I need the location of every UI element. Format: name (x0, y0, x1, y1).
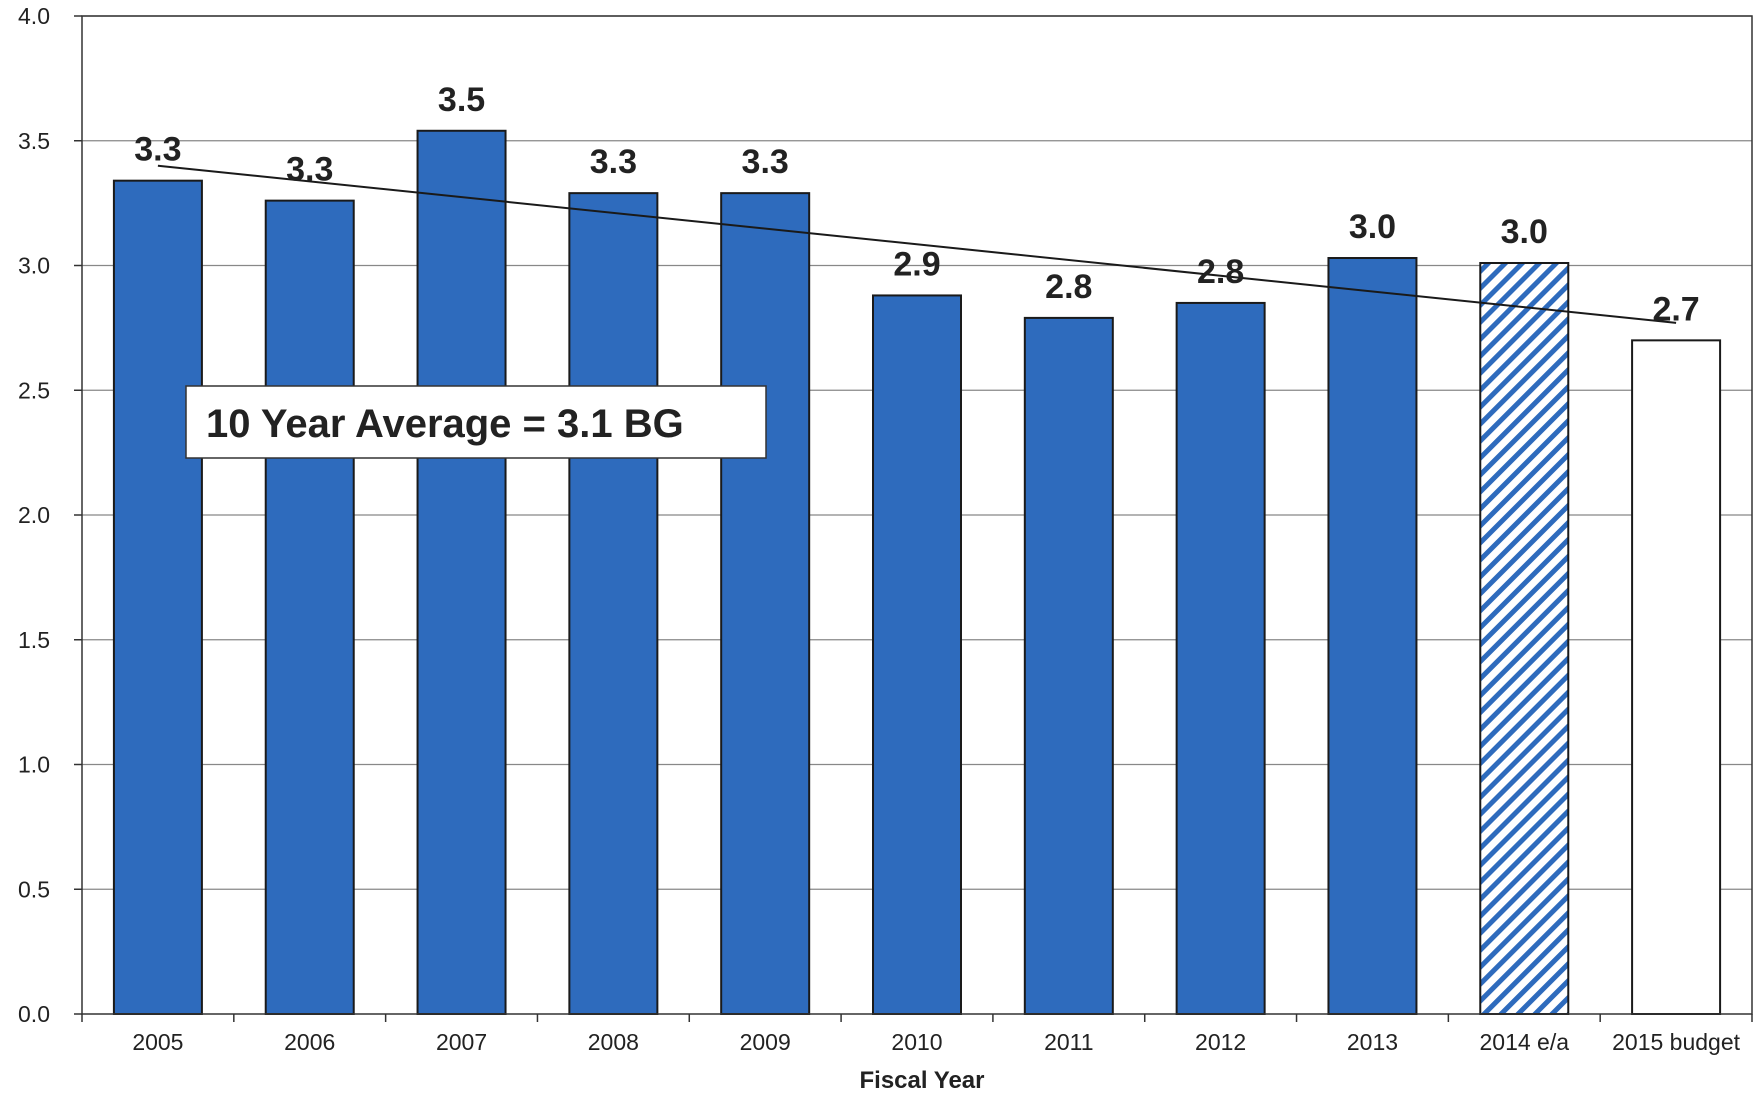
bar (1327, 257, 1418, 1015)
x-tick-label: 2009 (740, 1029, 791, 1055)
y-tick-label: 4.0 (18, 3, 50, 29)
data-label: 2.9 (893, 245, 940, 283)
x-tick-label: 2010 (891, 1029, 942, 1055)
y-tick-label: 2.5 (18, 377, 50, 403)
axes: 0.0 0.5 1.0 1.5 2.0 2.5 3.0 3.5 4.0 2005 2006 2007 2… (18, 3, 1753, 1055)
x-tick-label: 2012 (1195, 1029, 1246, 1055)
bar (1023, 316, 1114, 1015)
data-label: 3.3 (286, 151, 333, 189)
bar (568, 192, 659, 1015)
bars (112, 129, 1722, 1016)
x-tick-label: 2014 e/a (1480, 1029, 1570, 1055)
x-tick-label: 2015 budget (1612, 1029, 1741, 1055)
x-tick-label: 2005 (132, 1029, 183, 1055)
y-tick-label: 1.0 (18, 752, 50, 778)
x-tick-label: 2008 (588, 1029, 639, 1055)
data-label: 3.3 (742, 143, 789, 181)
y-tick-label: 0.0 (18, 1001, 50, 1027)
bar (872, 294, 962, 1015)
y-tick-label: 0.5 (18, 876, 50, 902)
average-annotation: 10 Year Average = 3.1 BG (185, 385, 767, 459)
annotation-text: 10 Year Average = 3.1 BG (206, 402, 684, 446)
data-label: 3.0 (1501, 213, 1548, 251)
bar (1479, 262, 1570, 1015)
x-axis-label: Fiscal Year (860, 1067, 985, 1094)
y-tick-label: 1.5 (18, 627, 50, 653)
data-label: 3.3 (590, 143, 637, 181)
bar (416, 129, 507, 1015)
y-tick-label: 3.5 (18, 128, 50, 154)
data-label: 2.8 (1197, 253, 1244, 291)
data-label: 3.3 (134, 131, 181, 169)
data-label: 3.0 (1349, 208, 1396, 246)
data-label: 2.8 (1045, 268, 1092, 306)
bar (1631, 339, 1722, 1016)
data-label: 3.5 (438, 81, 485, 119)
bar (112, 179, 203, 1016)
bar (720, 192, 811, 1015)
bar (1175, 301, 1266, 1015)
y-tick-label: 3.0 (18, 253, 50, 279)
x-tick-label: 2011 (1044, 1029, 1093, 1055)
data-label: 2.7 (1652, 290, 1699, 328)
data-labels: 3.3 3.3 3.5 3.3 3.3 2.9 2.8 2.8 3.0 3.0 2.7 (134, 81, 1699, 329)
bar (264, 199, 355, 1015)
annotation-box (185, 385, 767, 459)
trend-line (157, 164, 1677, 324)
trendline (157, 164, 1677, 324)
plot-frame (81, 15, 1753, 1015)
x-tick-label: 2006 (284, 1029, 335, 1055)
x-tick-label: 2013 (1347, 1029, 1398, 1055)
x-tick-label: 2007 (436, 1029, 487, 1055)
y-tick-label: 2.0 (18, 502, 50, 528)
